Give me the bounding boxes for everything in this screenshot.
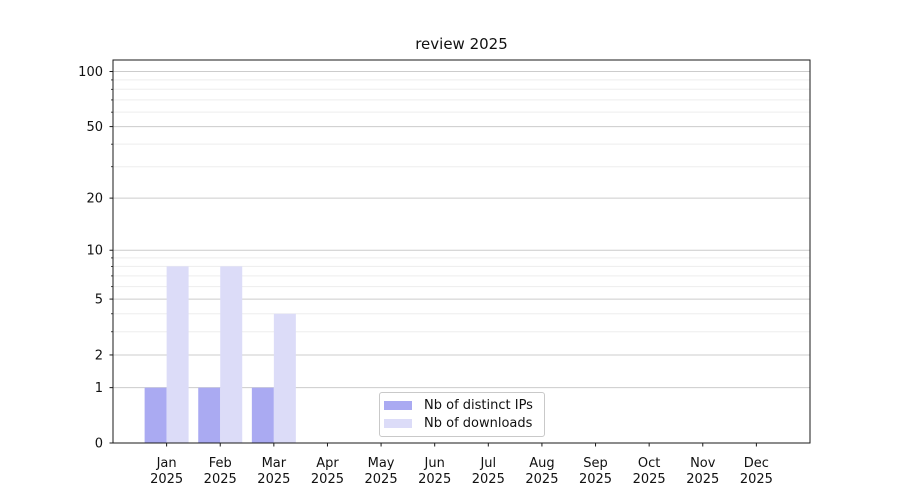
y-tick-label: 1 bbox=[95, 381, 103, 396]
x-tick-label-month: Jul bbox=[479, 456, 496, 471]
plot-border bbox=[112, 59, 811, 444]
x-tick-label-month: Sep bbox=[583, 456, 608, 471]
y-tick-label: 10 bbox=[86, 244, 103, 259]
x-tick-label-year: 2025 bbox=[579, 472, 612, 487]
x-tick-label-month: Dec bbox=[744, 456, 769, 471]
x-tick-label-year: 2025 bbox=[418, 472, 451, 487]
legend: Nb of distinct IPs Nb of downloads bbox=[379, 392, 545, 437]
bar-downloads-mar bbox=[273, 313, 296, 443]
legend-label-distinct-ips: Nb of distinct IPs bbox=[424, 398, 533, 414]
x-tick-label-month: Apr bbox=[316, 456, 339, 471]
x-tick-label-month: Jan bbox=[156, 456, 177, 471]
x-tick-label-year: 2025 bbox=[686, 472, 719, 487]
legend-swatch-downloads bbox=[384, 418, 412, 428]
bar-distinct-ips-jan bbox=[144, 387, 167, 443]
y-tick-label: 100 bbox=[78, 65, 103, 80]
legend-label-downloads: Nb of downloads bbox=[424, 415, 533, 431]
legend-swatch-distinct-ips bbox=[384, 401, 412, 411]
y-tick-label: 50 bbox=[86, 120, 103, 135]
x-tick-label-month: Aug bbox=[529, 456, 554, 471]
x-tick-label-year: 2025 bbox=[740, 472, 773, 487]
y-tick-label: 5 bbox=[95, 293, 103, 308]
x-tick-label-month: Feb bbox=[209, 456, 232, 471]
x-tick-label-year: 2025 bbox=[257, 472, 290, 487]
x-tick-label-month: Nov bbox=[690, 456, 716, 471]
x-tick-label-month: Mar bbox=[262, 456, 287, 471]
bar-distinct-ips-feb bbox=[198, 387, 221, 443]
x-tick-label-month: Oct bbox=[638, 456, 660, 471]
x-tick-label-year: 2025 bbox=[633, 472, 666, 487]
chart-title: review 2025 bbox=[415, 35, 508, 53]
x-tick-label-year: 2025 bbox=[525, 472, 558, 487]
x-tick-label-year: 2025 bbox=[150, 472, 183, 487]
legend-item-distinct-ips: Nb of distinct IPs bbox=[384, 397, 536, 415]
x-tick-label-year: 2025 bbox=[204, 472, 237, 487]
x-tick-label-year: 2025 bbox=[365, 472, 398, 487]
x-tick-label-year: 2025 bbox=[311, 472, 344, 487]
x-tick-label-year: 2025 bbox=[472, 472, 505, 487]
bar-downloads-feb bbox=[220, 266, 243, 443]
bar-distinct-ips-mar bbox=[251, 387, 274, 443]
y-tick-label: 0 bbox=[95, 437, 103, 452]
x-tick-label-month: Jun bbox=[424, 456, 445, 471]
x-tick-label-month: May bbox=[368, 456, 395, 471]
y-tick-label: 2 bbox=[95, 348, 103, 363]
bar-downloads-jan bbox=[166, 266, 189, 443]
legend-item-downloads: Nb of downloads bbox=[384, 415, 536, 433]
y-tick-label: 20 bbox=[86, 192, 103, 207]
